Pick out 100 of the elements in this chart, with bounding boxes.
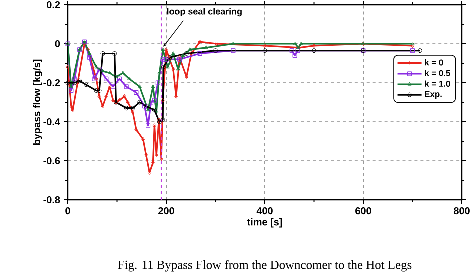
point bbox=[124, 106, 129, 111]
point bbox=[156, 80, 160, 86]
point bbox=[104, 76, 109, 82]
y-tick-label: -0.8 bbox=[44, 196, 60, 204]
point bbox=[290, 48, 294, 54]
point bbox=[126, 100, 130, 105]
point bbox=[118, 98, 122, 103]
x-tick-label: 0 bbox=[66, 208, 70, 215]
y-axis-title: bypass flow [kg/s] bbox=[33, 60, 42, 146]
x-tick-label: 400 bbox=[256, 208, 273, 215]
point bbox=[160, 156, 164, 162]
point bbox=[97, 88, 102, 94]
x-tick-label: 800 bbox=[454, 208, 470, 215]
point bbox=[124, 84, 129, 90]
point bbox=[231, 48, 236, 54]
point bbox=[142, 137, 146, 142]
point bbox=[294, 42, 298, 46]
point bbox=[128, 76, 132, 80]
legend-label: k = 1.0 bbox=[425, 80, 450, 87]
point bbox=[76, 80, 80, 86]
point bbox=[92, 76, 97, 82]
point bbox=[161, 65, 166, 70]
point bbox=[214, 48, 218, 54]
point bbox=[91, 65, 95, 70]
point bbox=[152, 98, 157, 103]
x-tick-label: 200 bbox=[158, 208, 174, 215]
point bbox=[152, 108, 157, 113]
legend-label: k = 0.5 bbox=[425, 70, 450, 76]
point bbox=[263, 44, 267, 48]
point bbox=[97, 67, 102, 72]
point bbox=[146, 124, 151, 128]
point bbox=[299, 42, 304, 46]
point bbox=[111, 84, 116, 90]
legend-label: k = 0 bbox=[425, 60, 444, 66]
y-tick-label: -0.6 bbox=[44, 157, 60, 165]
point bbox=[160, 57, 166, 62]
point bbox=[184, 52, 189, 56]
point bbox=[292, 53, 298, 58]
point bbox=[198, 52, 202, 56]
legend-label: Exp. bbox=[425, 91, 442, 99]
point bbox=[134, 128, 138, 132]
point bbox=[418, 48, 422, 54]
caption: Fig. 11 Bypass Flow from the Downcomer to the Hot Legs bbox=[118, 260, 412, 272]
point bbox=[134, 90, 139, 95]
point bbox=[78, 78, 82, 84]
point bbox=[158, 71, 162, 74]
point bbox=[100, 52, 106, 56]
y-tick-label: -0.4 bbox=[44, 118, 60, 126]
point bbox=[411, 44, 415, 48]
point bbox=[410, 42, 415, 46]
y-tick-label: 0.2 bbox=[47, 1, 60, 9]
point bbox=[122, 94, 126, 99]
point bbox=[84, 82, 88, 88]
point bbox=[161, 48, 166, 52]
point bbox=[130, 106, 136, 111]
ref-line-label: loop seal clearing bbox=[167, 8, 242, 17]
point bbox=[148, 100, 154, 105]
point bbox=[66, 65, 70, 70]
point bbox=[171, 52, 176, 56]
point bbox=[160, 118, 166, 122]
point bbox=[146, 108, 150, 112]
point bbox=[94, 65, 99, 69]
point bbox=[131, 110, 135, 114]
point bbox=[121, 71, 126, 74]
point bbox=[151, 84, 156, 88]
x-axis-title: time [s] bbox=[247, 218, 282, 228]
point bbox=[312, 48, 317, 54]
point bbox=[204, 46, 208, 50]
point bbox=[86, 48, 90, 52]
point bbox=[72, 76, 78, 82]
point bbox=[262, 48, 268, 54]
point bbox=[69, 88, 74, 94]
point bbox=[296, 48, 300, 54]
point bbox=[114, 74, 118, 78]
point bbox=[94, 76, 98, 82]
point bbox=[94, 88, 99, 94]
point bbox=[188, 48, 192, 52]
point bbox=[181, 53, 186, 57]
x-tick-label: 600 bbox=[356, 208, 372, 215]
y-tick-label: 0 bbox=[55, 40, 60, 48]
point bbox=[190, 52, 194, 56]
point bbox=[88, 52, 92, 56]
point bbox=[410, 48, 416, 54]
point bbox=[66, 80, 70, 86]
point bbox=[87, 55, 92, 60]
point bbox=[161, 98, 165, 103]
point bbox=[138, 84, 142, 88]
point bbox=[112, 52, 118, 56]
point bbox=[138, 100, 142, 105]
point bbox=[198, 40, 202, 44]
point bbox=[117, 76, 122, 82]
point bbox=[112, 98, 116, 103]
point bbox=[108, 71, 112, 74]
point bbox=[100, 69, 105, 73]
point bbox=[232, 42, 236, 46]
point bbox=[104, 94, 108, 99]
point bbox=[72, 80, 78, 86]
point bbox=[164, 57, 169, 62]
y-tick-label: -0.2 bbox=[44, 79, 60, 87]
point bbox=[144, 152, 148, 158]
